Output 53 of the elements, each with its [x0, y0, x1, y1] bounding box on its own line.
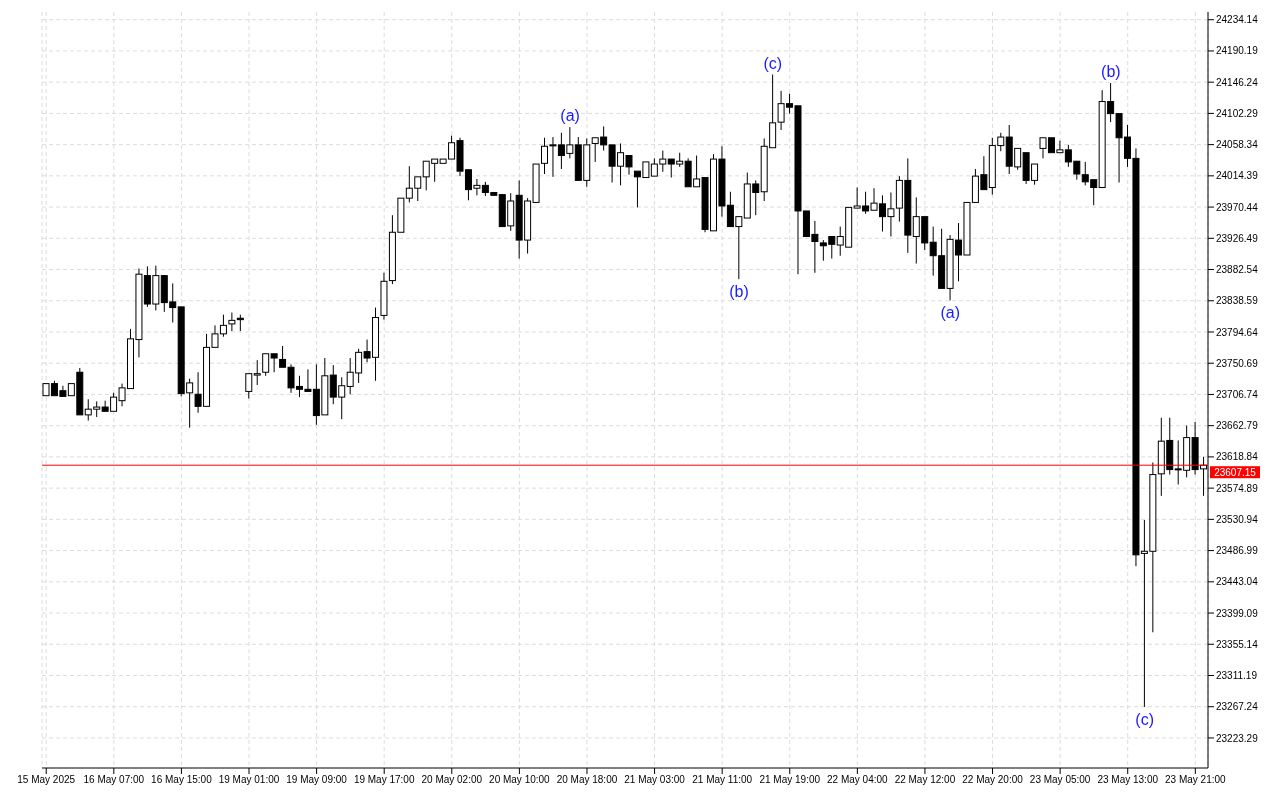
y-tick-label: 23926.49	[1216, 232, 1259, 244]
x-tick-label: 21 May 11:00	[692, 774, 753, 786]
candlestick	[228, 312, 236, 332]
y-tick-label: 23794.64	[1216, 326, 1259, 338]
y-tick-label: 23970.44	[1216, 201, 1259, 213]
annotation: (c)	[1135, 710, 1154, 728]
x-tick-label: 16 May 15:00	[151, 774, 213, 786]
x-tick-label: 15 May 2025	[17, 774, 76, 786]
x-tick-label: 23 May 21:00	[1165, 774, 1227, 786]
y-tick-label: 24102.29	[1216, 107, 1259, 119]
annotation: (b)	[729, 283, 749, 301]
annotation: (b)	[1101, 63, 1121, 81]
y-tick-label: 23443.04	[1216, 576, 1259, 588]
annotation: (c)	[763, 54, 783, 72]
annotation: (a)	[940, 304, 961, 322]
x-tick-label: 16 May 07:00	[83, 774, 145, 786]
y-tick-label: 24190.19	[1216, 45, 1259, 57]
y-tick-label: 24234.14	[1216, 14, 1259, 26]
y-tick-label: 23882.54	[1216, 264, 1259, 276]
x-tick-label: 23 May 05:00	[1029, 774, 1091, 786]
x-tick-label: 22 May 12:00	[894, 774, 956, 786]
x-tick-label: 23 May 13:00	[1097, 774, 1159, 786]
x-tick-label: 20 May 10:00	[489, 774, 551, 786]
y-tick-label: 23267.24	[1216, 701, 1259, 713]
y-tick-label: 24146.24	[1216, 76, 1259, 88]
candlestick	[245, 373, 253, 400]
y-tick-label: 23311.19	[1216, 670, 1258, 682]
y-tick-label: 23530.94	[1216, 513, 1259, 525]
y-tick-label: 23574.89	[1216, 482, 1259, 494]
x-tick-label: 19 May 01:00	[218, 774, 280, 786]
x-tick-label: 21 May 03:00	[624, 774, 686, 786]
x-tick-label: 19 May 09:00	[286, 774, 348, 786]
x-tick-label: 21 May 19:00	[759, 774, 821, 786]
y-tick-label: 24014.39	[1216, 170, 1259, 182]
x-tick-label: 19 May 17:00	[353, 774, 415, 786]
annotation: (a)	[560, 107, 580, 125]
candlestick	[380, 272, 388, 321]
y-tick-label: 23706.74	[1216, 389, 1259, 400]
y-tick-label: 23618.84	[1216, 451, 1259, 463]
x-tick-label: 20 May 02:00	[421, 774, 483, 786]
x-tick-label: 22 May 20:00	[962, 774, 1024, 786]
y-tick-label: 23355.14	[1216, 638, 1259, 650]
y-tick-label: 24058.34	[1216, 139, 1259, 151]
ref-line-label: 23607.15	[1214, 467, 1257, 479]
y-tick-label: 23486.99	[1216, 545, 1259, 557]
y-tick-label: 23838.59	[1216, 295, 1259, 307]
y-tick-label: 23750.69	[1216, 357, 1259, 369]
y-tick-label: 23399.09	[1216, 607, 1259, 619]
x-tick-label: 20 May 18:00	[556, 774, 618, 786]
y-tick-label: 23662.79	[1216, 420, 1259, 432]
candlestick	[253, 359, 261, 386]
x-tick-label: 22 May 04:00	[827, 774, 889, 786]
y-tick-label: 23223.29	[1216, 732, 1259, 744]
